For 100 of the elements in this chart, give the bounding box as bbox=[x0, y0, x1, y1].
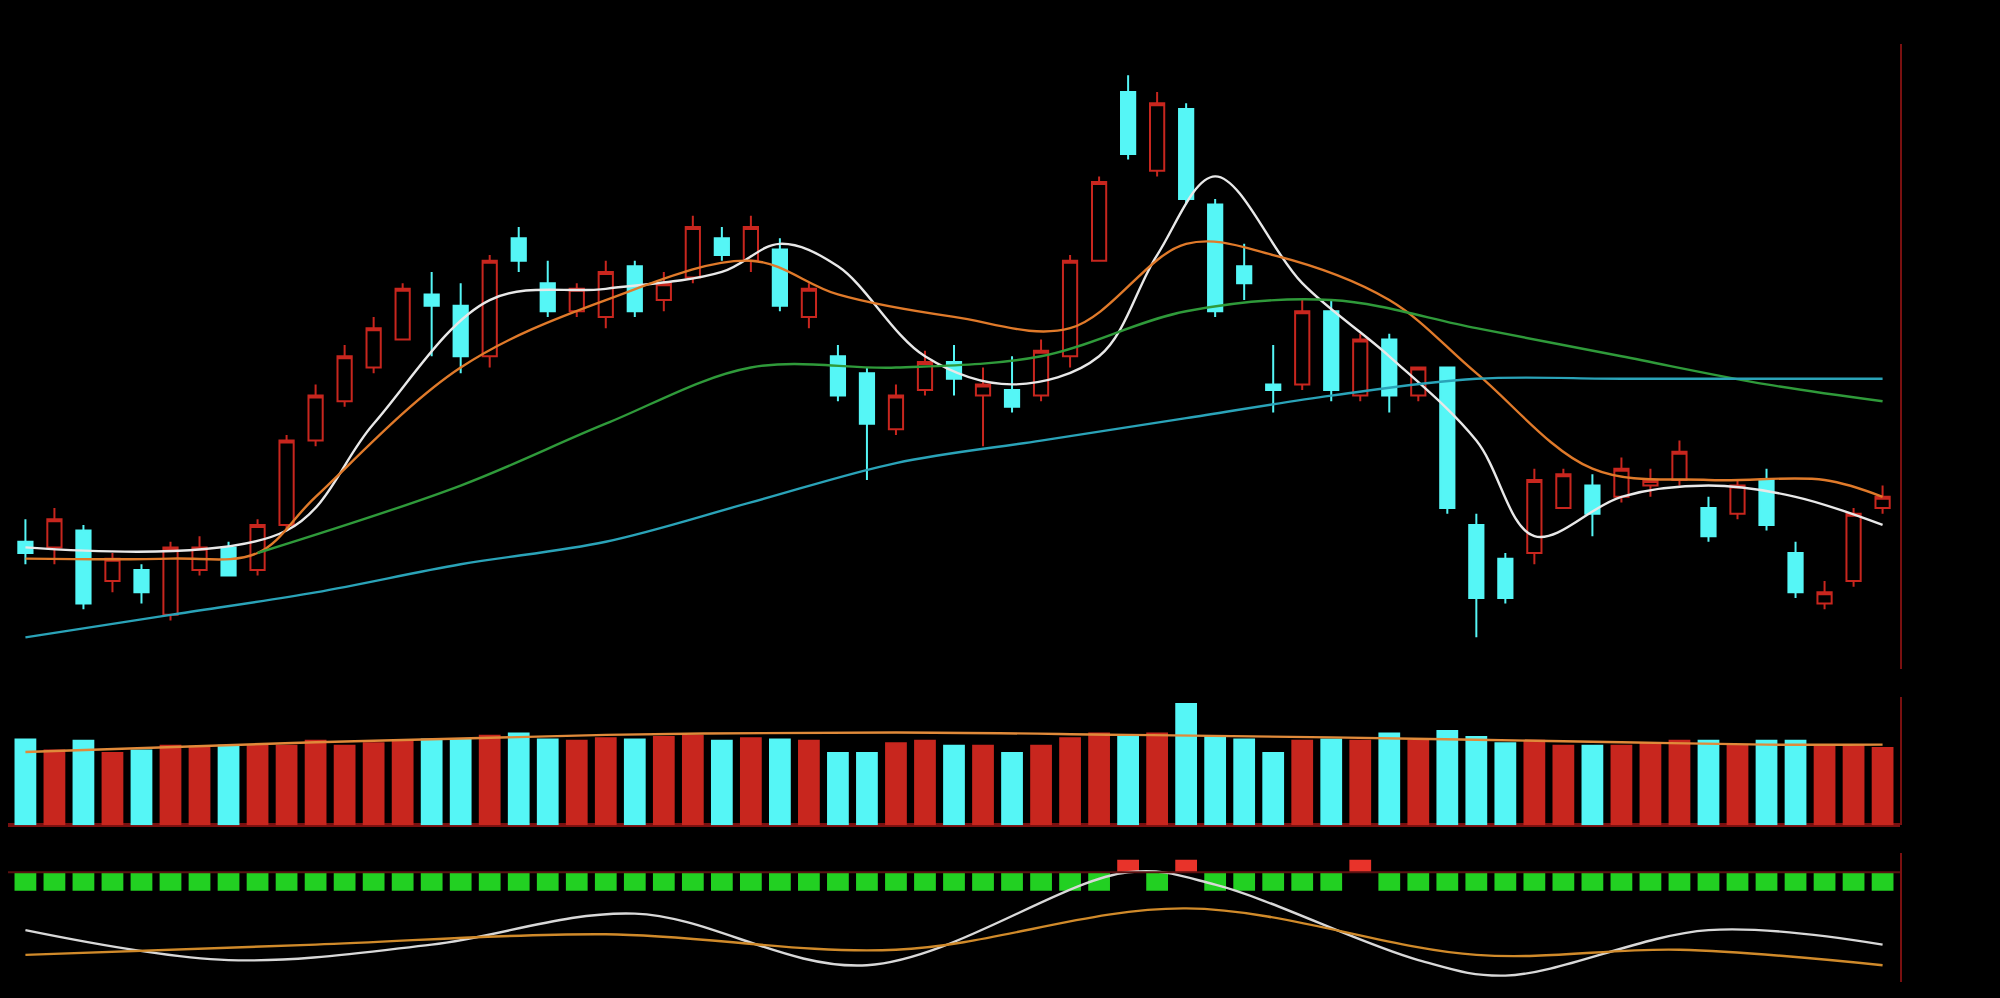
bar bbox=[914, 739, 936, 826]
bar bbox=[1436, 729, 1459, 826]
candlestick bbox=[655, 270, 672, 313]
candlestick bbox=[510, 226, 527, 273]
bar bbox=[536, 738, 559, 826]
candlestick bbox=[1090, 175, 1108, 262]
candlestick bbox=[539, 259, 556, 318]
candlestick bbox=[104, 552, 121, 594]
bar bbox=[1059, 737, 1081, 826]
candlestick bbox=[1352, 332, 1369, 403]
bar bbox=[1465, 736, 1488, 826]
bar bbox=[101, 751, 124, 826]
bar bbox=[72, 739, 95, 826]
bar bbox=[1204, 736, 1227, 826]
candlestick bbox=[858, 366, 876, 481]
bar bbox=[1030, 744, 1052, 826]
bar bbox=[1117, 736, 1139, 826]
bar bbox=[1581, 744, 1604, 826]
candlestick bbox=[684, 214, 701, 285]
candlestick bbox=[1236, 242, 1253, 302]
candlestick bbox=[1003, 355, 1021, 414]
bar bbox=[188, 745, 211, 826]
candlestick bbox=[1758, 467, 1775, 532]
candlestick bbox=[1729, 478, 1746, 521]
bar bbox=[478, 734, 501, 826]
bar bbox=[1726, 744, 1749, 826]
candlestick bbox=[974, 366, 992, 448]
candlestick bbox=[1584, 473, 1601, 538]
bar bbox=[1001, 751, 1023, 826]
bar bbox=[623, 738, 646, 826]
bar bbox=[1755, 739, 1778, 826]
candlestick bbox=[1845, 507, 1862, 588]
bar bbox=[1320, 738, 1343, 826]
bar bbox=[769, 738, 791, 826]
candlestick bbox=[1265, 344, 1282, 414]
bar bbox=[739, 737, 762, 826]
candlestick bbox=[1294, 299, 1311, 391]
bar bbox=[275, 744, 298, 826]
bar bbox=[1494, 742, 1517, 826]
bar bbox=[1552, 744, 1575, 826]
bar bbox=[1146, 732, 1169, 826]
candlestick bbox=[829, 344, 847, 403]
bar bbox=[507, 732, 530, 826]
bar bbox=[1784, 739, 1807, 826]
candlestick bbox=[1555, 467, 1572, 510]
candlestick bbox=[1816, 580, 1833, 611]
bar bbox=[333, 744, 356, 826]
bar bbox=[1610, 744, 1633, 826]
bar bbox=[362, 742, 385, 826]
candlestick bbox=[133, 563, 150, 605]
candlestick bbox=[887, 383, 905, 436]
candlestick bbox=[46, 507, 63, 566]
candlestick bbox=[1178, 102, 1195, 206]
bar bbox=[1697, 739, 1720, 826]
bar bbox=[1349, 739, 1372, 826]
bar bbox=[1291, 739, 1314, 826]
bar bbox=[1842, 744, 1865, 826]
bar bbox=[1378, 732, 1401, 826]
bar bbox=[1262, 751, 1285, 826]
candlestick bbox=[394, 282, 411, 341]
bar bbox=[565, 739, 588, 826]
candlestick bbox=[1120, 74, 1137, 161]
candlestick bbox=[1323, 299, 1340, 403]
candlestick bbox=[1061, 254, 1079, 369]
bar bbox=[159, 744, 182, 826]
bar bbox=[130, 749, 153, 826]
bar bbox=[1813, 744, 1836, 826]
candlestick bbox=[1439, 366, 1456, 515]
bar bbox=[14, 738, 37, 826]
candlestick bbox=[1497, 552, 1514, 605]
bar bbox=[1523, 739, 1546, 826]
candlestick bbox=[1149, 91, 1166, 178]
candlestick bbox=[800, 282, 818, 330]
candlestick bbox=[1787, 540, 1804, 599]
candlestick bbox=[423, 270, 440, 358]
bar bbox=[246, 744, 269, 826]
bar bbox=[1871, 747, 1894, 826]
candlestick bbox=[1526, 467, 1543, 566]
candlestick bbox=[1700, 495, 1717, 543]
bar bbox=[304, 739, 327, 826]
bar bbox=[710, 739, 733, 826]
bar bbox=[43, 749, 66, 826]
candlestick bbox=[1642, 467, 1659, 498]
bar bbox=[1088, 732, 1110, 826]
candlestick bbox=[771, 237, 788, 313]
bar bbox=[681, 734, 704, 826]
bar bbox=[594, 737, 617, 826]
candlestick bbox=[713, 226, 730, 262]
bar bbox=[885, 742, 907, 826]
bar bbox=[1407, 739, 1430, 826]
bar bbox=[856, 751, 878, 826]
bar bbox=[798, 739, 820, 826]
candlestick bbox=[1874, 484, 1891, 515]
bar bbox=[1233, 738, 1256, 826]
candlestick bbox=[365, 315, 382, 375]
candlestick bbox=[481, 254, 498, 369]
bar bbox=[1639, 742, 1662, 826]
bar bbox=[972, 744, 994, 826]
candlestick bbox=[307, 383, 324, 448]
candlestick bbox=[75, 523, 92, 611]
